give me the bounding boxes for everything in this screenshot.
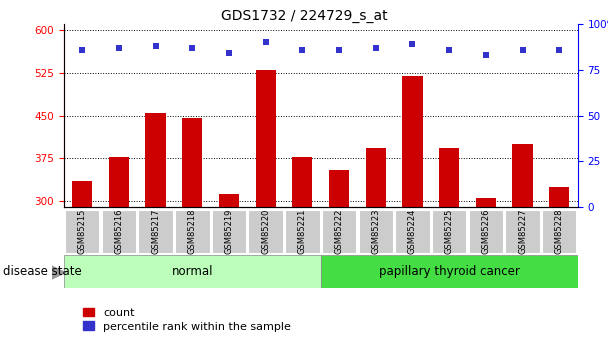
Bar bbox=[476, 198, 496, 207]
Bar bbox=[219, 195, 239, 207]
Point bbox=[554, 47, 564, 52]
Bar bbox=[102, 210, 136, 253]
Bar bbox=[145, 113, 165, 207]
Bar bbox=[72, 181, 92, 207]
Bar bbox=[139, 210, 173, 253]
Bar bbox=[285, 210, 320, 253]
Bar bbox=[549, 187, 569, 207]
Text: GSM85219: GSM85219 bbox=[224, 208, 233, 254]
Text: GSM85222: GSM85222 bbox=[334, 208, 344, 254]
Bar bbox=[513, 144, 533, 207]
Bar bbox=[255, 70, 276, 207]
Text: GSM85227: GSM85227 bbox=[518, 208, 527, 254]
Bar bbox=[395, 210, 430, 253]
Point bbox=[371, 45, 381, 51]
Point bbox=[481, 52, 491, 58]
Text: papillary thyroid cancer: papillary thyroid cancer bbox=[379, 265, 520, 278]
Text: GSM85228: GSM85228 bbox=[554, 208, 564, 254]
Bar bbox=[321, 255, 578, 288]
Bar bbox=[329, 170, 349, 207]
Bar bbox=[432, 210, 466, 253]
Text: GSM85221: GSM85221 bbox=[298, 208, 307, 254]
Text: GSM85218: GSM85218 bbox=[188, 208, 197, 254]
Point bbox=[517, 47, 527, 52]
Point bbox=[407, 41, 417, 47]
Bar bbox=[439, 148, 459, 207]
Bar bbox=[249, 210, 283, 253]
Text: GSM85217: GSM85217 bbox=[151, 208, 160, 254]
Bar bbox=[365, 148, 386, 207]
Bar bbox=[64, 255, 321, 288]
Point bbox=[444, 47, 454, 52]
Text: GDS1732 / 224729_s_at: GDS1732 / 224729_s_at bbox=[221, 9, 387, 23]
Bar bbox=[322, 210, 356, 253]
Point bbox=[334, 47, 344, 52]
Bar bbox=[182, 118, 202, 207]
Text: disease state: disease state bbox=[3, 265, 82, 278]
Text: GSM85220: GSM85220 bbox=[261, 208, 270, 254]
Bar bbox=[359, 210, 393, 253]
Point bbox=[187, 45, 197, 51]
Text: GSM85215: GSM85215 bbox=[78, 208, 87, 254]
Bar bbox=[469, 210, 503, 253]
Text: GSM85223: GSM85223 bbox=[371, 208, 380, 254]
Text: GSM85226: GSM85226 bbox=[482, 208, 491, 254]
Bar bbox=[292, 157, 313, 207]
Bar bbox=[402, 76, 423, 207]
Point bbox=[77, 47, 87, 52]
Polygon shape bbox=[52, 265, 67, 280]
Text: GSM85216: GSM85216 bbox=[114, 208, 123, 254]
Point bbox=[261, 40, 271, 45]
Point bbox=[151, 43, 161, 49]
Bar bbox=[505, 210, 540, 253]
Point bbox=[114, 45, 124, 51]
Text: GSM85225: GSM85225 bbox=[444, 208, 454, 254]
Point bbox=[297, 47, 307, 52]
Point bbox=[224, 51, 234, 56]
Bar bbox=[542, 210, 576, 253]
Text: normal: normal bbox=[171, 265, 213, 278]
Bar bbox=[109, 157, 129, 207]
Bar bbox=[175, 210, 210, 253]
Text: GSM85224: GSM85224 bbox=[408, 208, 417, 254]
Bar bbox=[212, 210, 246, 253]
Legend: count, percentile rank within the sample: count, percentile rank within the sample bbox=[78, 304, 295, 336]
Bar bbox=[65, 210, 100, 253]
